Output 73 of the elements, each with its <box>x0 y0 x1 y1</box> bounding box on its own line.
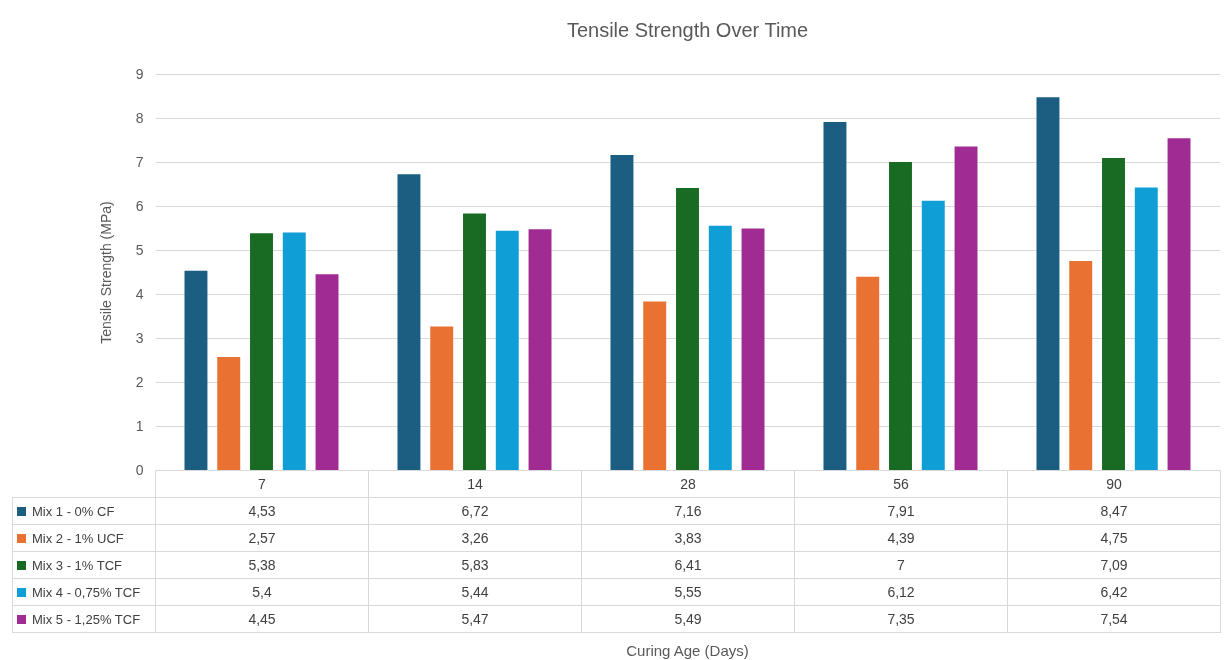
x-tick-label: 14 <box>368 470 582 498</box>
y-tick-label: 9 <box>135 65 144 82</box>
y-axis-title: Tensile Strength (MPa) <box>97 201 114 344</box>
text: Curing Age (Days) <box>625 642 750 659</box>
data-label: 7,09 <box>1007 551 1221 579</box>
bar <box>1102 158 1125 470</box>
data-label: 6,42 <box>1007 578 1221 606</box>
data-label: 7,16 <box>581 497 795 525</box>
bar <box>463 213 486 470</box>
data-label: 7,35 <box>794 605 1008 633</box>
bar <box>282 232 306 470</box>
data-label: 6,41 <box>581 551 795 579</box>
bar <box>1036 97 1060 470</box>
bar <box>954 146 978 470</box>
bar <box>856 276 880 470</box>
bar <box>1069 261 1093 470</box>
legend-label: Mix 2 - 1% UCF <box>12 524 156 552</box>
data-label: 4,75 <box>1007 524 1221 552</box>
y-tick-label: 6 <box>135 197 144 214</box>
legend-label: Mix 4 - 0,75% TCF <box>12 578 156 606</box>
bar <box>528 229 552 470</box>
data-label: 4,45 <box>155 605 369 633</box>
x-tick-label: 7 <box>155 470 369 498</box>
data-label: 3,83 <box>581 524 795 552</box>
legend-label: Mix 5 - 1,25% TCF <box>12 605 156 633</box>
bar <box>823 121 847 470</box>
y-tick-label: 4 <box>135 285 144 302</box>
x-tick-label: 56 <box>794 470 1008 498</box>
y-tick-label: 0 <box>135 461 144 478</box>
bar <box>610 154 634 470</box>
bar <box>184 270 208 470</box>
y-tick-label: 7 <box>135 153 144 170</box>
data-label: 4,53 <box>155 497 369 525</box>
bar <box>1134 187 1158 470</box>
bar <box>708 225 732 470</box>
bar <box>921 200 945 470</box>
data-label: 5,38 <box>155 551 369 579</box>
legend-label: Mix 1 - 0% CF <box>12 497 156 525</box>
bar <box>889 162 912 470</box>
data-label: 5,55 <box>581 578 795 606</box>
data-label: 7 <box>794 551 1008 579</box>
data-label: 5,83 <box>368 551 582 579</box>
bar <box>495 230 519 470</box>
data-label: 5,44 <box>368 578 582 606</box>
data-label: 7,54 <box>1007 605 1221 633</box>
bar <box>430 326 454 470</box>
data-label: 5,49 <box>581 605 795 633</box>
data-label: 2,57 <box>155 524 369 552</box>
bar <box>250 233 273 470</box>
y-tick-label: 1 <box>135 417 144 434</box>
bar <box>676 187 699 470</box>
bar <box>315 274 339 470</box>
bar <box>397 174 421 470</box>
bar <box>1167 138 1191 470</box>
legend-label: Mix 3 - 1% TCF <box>12 551 156 579</box>
data-label: 6,72 <box>368 497 582 525</box>
data-label: 5,4 <box>155 578 369 606</box>
y-tick-label: 2 <box>135 373 144 390</box>
bar <box>741 228 765 470</box>
bar <box>643 301 667 470</box>
bar <box>217 356 241 470</box>
x-tick-label: 90 <box>1007 470 1221 498</box>
data-label: 6,12 <box>794 578 1008 606</box>
y-tick-label: 8 <box>135 109 144 126</box>
data-label: 3,26 <box>368 524 582 552</box>
data-label: 5,47 <box>368 605 582 633</box>
x-tick-label: 28 <box>581 470 795 498</box>
data-label: 4,39 <box>794 524 1008 552</box>
data-label: 8,47 <box>1007 497 1221 525</box>
y-tick-label: 5 <box>135 241 144 258</box>
data-label: 7,91 <box>794 497 1008 525</box>
y-tick-label: 3 <box>135 329 144 346</box>
chart-title: Tensile Strength Over Time <box>566 19 809 41</box>
